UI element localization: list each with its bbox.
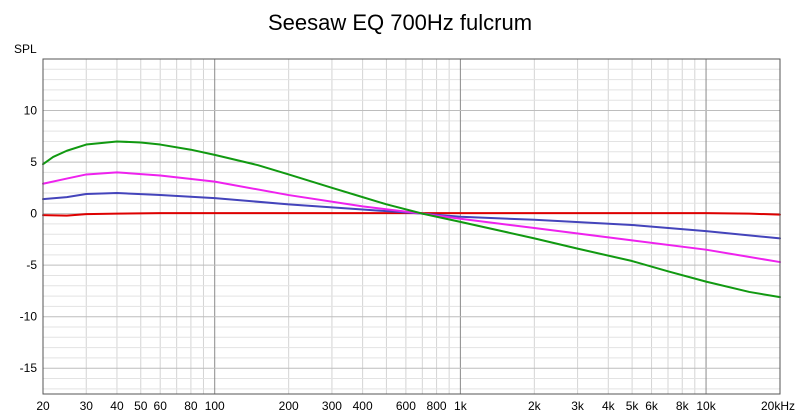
x-tick-label: 20kHz	[761, 399, 795, 413]
y-tick-labels: 10 5 0 -5 -10 -15	[20, 104, 38, 376]
x-tick-label: 6k	[645, 399, 659, 413]
x-tick-label: 80	[184, 399, 198, 413]
x-tick-label: 3k	[571, 399, 585, 413]
minor-gridlines	[42, 59, 781, 394]
y-axis-label: SPL	[14, 42, 37, 56]
x-tick-label: 20	[36, 399, 50, 413]
x-tick-label: 60	[154, 399, 168, 413]
series-line-2	[42, 192, 781, 240]
chart-title: Seesaw EQ 700Hz fulcrum	[268, 10, 532, 35]
series-line-3	[42, 171, 781, 264]
x-tick-label: 40	[110, 399, 124, 413]
y-tick-label: -5	[26, 258, 37, 272]
y-tick-label: 10	[24, 104, 38, 118]
x-tick-label: 800	[427, 399, 447, 413]
series-line-4	[42, 140, 781, 299]
x-tick-label: 200	[279, 399, 299, 413]
x-tick-label: 100	[205, 399, 225, 413]
series-layer	[42, 140, 781, 299]
x-tick-label: 1k	[454, 399, 468, 413]
y-tick-label: 5	[30, 155, 37, 169]
x-tick-label: 30	[80, 399, 94, 413]
plot-frame	[42, 58, 781, 395]
x-tick-label: 8k	[676, 399, 690, 413]
x-tick-label: 5k	[626, 399, 640, 413]
plot-area	[43, 59, 780, 394]
x-tick-label: 400	[353, 399, 373, 413]
x-tick-label: 600	[396, 399, 416, 413]
y-tick-label: -10	[20, 310, 38, 324]
series-line-1	[42, 212, 781, 217]
x-tick-label: 2k	[528, 399, 542, 413]
y-tick-label: -15	[20, 361, 38, 375]
x-tick-label: 50	[134, 399, 148, 413]
x-tick-label: 4k	[602, 399, 616, 413]
x-tick-label: 10k	[696, 399, 716, 413]
x-tick-label: 300	[322, 399, 342, 413]
x-tick-labels: 20 30 40 50 60 80 100 200 300 400 600 800 1k 2k 3k 4k 5k…	[36, 399, 795, 413]
y-tick-label: 0	[30, 207, 37, 221]
